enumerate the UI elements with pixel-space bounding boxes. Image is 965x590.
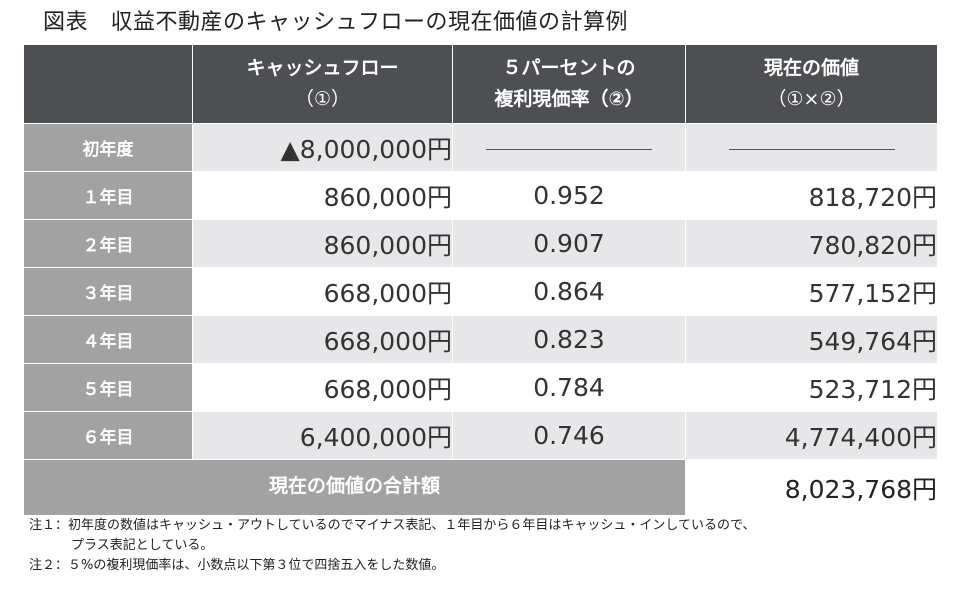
total-row: 現在の価値の合計額 8,023,768円: [23, 459, 938, 516]
row-label: １年目: [23, 171, 193, 220]
total-value: 8,023,768円: [685, 459, 938, 516]
rate-cell: 0.746: [452, 411, 686, 460]
footnotes: 注１：初年度の数値はキャッシュ・アウトしているのでマイナス表記、１年目から６年目…: [29, 516, 755, 576]
table-row-year2: ２年目 860,000円 0.907 780,820円: [23, 219, 938, 268]
note-2: 注２：５%の複利現価率は、小数点以下第３位で四捨五入をした数値。: [29, 558, 445, 573]
cashflow-header: キャッシュフロー （①）: [192, 44, 453, 124]
rate-cell: 0.784: [452, 363, 686, 412]
rate-cell: 0.864: [452, 267, 686, 316]
table-row-year0: 初年度 ▲8,000,000円: [23, 123, 938, 172]
rate-cell-empty: [452, 123, 686, 172]
figure-title: 図表 収益不動産のキャッシュフローの現在価値の計算例: [43, 10, 629, 35]
cashflow-cell: 668,000円: [192, 315, 453, 364]
present-value-cell: 4,774,400円: [685, 411, 938, 460]
present-value-cell: 818,720円: [685, 171, 938, 220]
corner-header-cell: [23, 44, 193, 124]
present-value-cell: 780,820円: [685, 219, 938, 268]
dash-line: [728, 148, 895, 150]
cashflow-cell: 668,000円: [192, 363, 453, 412]
row-label: ６年目: [23, 411, 193, 460]
row-label: ２年目: [23, 219, 193, 268]
note-1-line-2: プラス表記としている。: [71, 538, 214, 553]
present-value-cell: 577,152円: [685, 267, 938, 316]
cashflow-header-line1: キャッシュフロー: [246, 57, 399, 79]
rate-cell: 0.907: [452, 219, 686, 268]
cashflow-header-line2: （①）: [294, 88, 351, 110]
dash-line: [486, 148, 652, 150]
rate-header-line1: ５パーセントの: [502, 57, 636, 79]
row-label: ３年目: [23, 267, 193, 316]
table-row-year4: ４年目 668,000円 0.823 549,764円: [23, 315, 938, 364]
present-value-cell: 523,712円: [685, 363, 938, 412]
cashflow-cell: 668,000円: [192, 267, 453, 316]
table-row-year1: １年目 860,000円 0.952 818,720円: [23, 171, 938, 220]
table-row-year5: ５年目 668,000円 0.784 523,712円: [23, 363, 938, 412]
cashflow-cell: ▲8,000,000円: [192, 123, 453, 172]
table-row-year6: ６年目 6,400,000円 0.746 4,774,400円: [23, 411, 938, 460]
cashflow-cell: 6,400,000円: [192, 411, 453, 460]
rate-header-line2: 複利現価率（②）: [494, 88, 644, 110]
present-value-header: 現在の価値 （①×②）: [685, 44, 938, 124]
rate-cell: 0.952: [452, 171, 686, 220]
table-row-year3: ３年目 668,000円 0.864 577,152円: [23, 267, 938, 316]
header-row: キャッシュフロー （①） ５パーセントの 複利現価率（②） 現在の価値 （①×②…: [23, 44, 938, 124]
present-value-header-line2: （①×②）: [767, 88, 856, 110]
cashflow-table: キャッシュフロー （①） ５パーセントの 複利現価率（②） 現在の価値 （①×②…: [23, 44, 938, 516]
row-label: ５年目: [23, 363, 193, 412]
rate-cell: 0.823: [452, 315, 686, 364]
cashflow-cell: 860,000円: [192, 171, 453, 220]
total-label: 現在の価値の合計額: [23, 459, 686, 516]
row-label: ４年目: [23, 315, 193, 364]
row-label: 初年度: [23, 123, 193, 172]
note-1-line-1: 注１：初年度の数値はキャッシュ・アウトしているのでマイナス表記、１年目から６年目…: [29, 518, 756, 533]
present-value-header-line1: 現在の価値: [763, 57, 859, 79]
rate-header: ５パーセントの 複利現価率（②）: [452, 44, 686, 124]
present-value-cell-empty: [685, 123, 938, 172]
cashflow-cell: 860,000円: [192, 219, 453, 268]
present-value-cell: 549,764円: [685, 315, 938, 364]
